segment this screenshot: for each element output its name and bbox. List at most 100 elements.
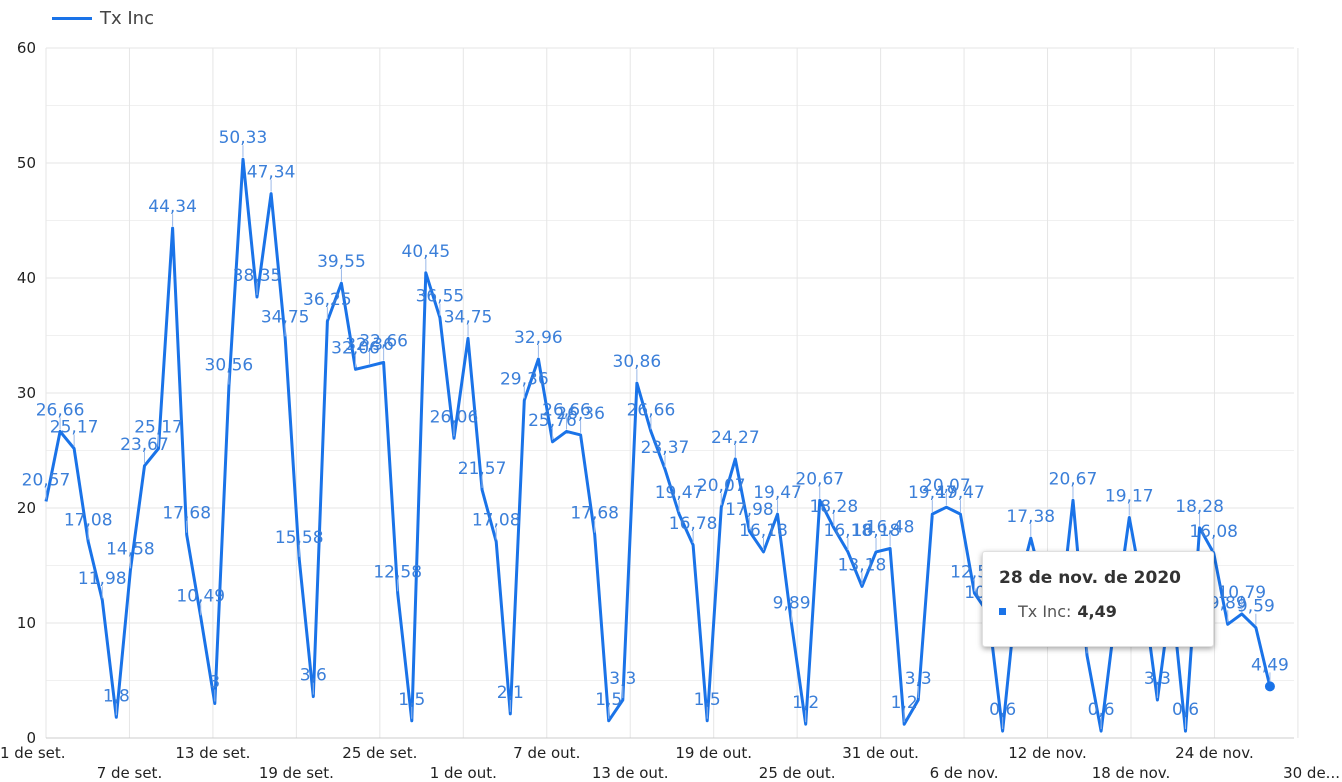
tooltip-value: 4,49 [1077, 602, 1117, 621]
data-label: 16,08 [1189, 522, 1238, 542]
y-tick-label: 20 [17, 499, 36, 517]
data-label: 20,67 [1049, 469, 1098, 489]
x-tick-label: 25 de set. [342, 744, 417, 762]
data-label: 17,68 [570, 504, 619, 524]
data-label: 34,75 [261, 307, 310, 327]
data-label: 23,37 [641, 438, 690, 458]
data-label: 12,58 [373, 562, 422, 582]
y-tick-label: 40 [17, 269, 36, 287]
data-label: 47,34 [247, 163, 296, 183]
data-label: 23,67 [120, 435, 169, 455]
data-label: 32,06 [331, 338, 380, 358]
data-label: 25,76 [528, 411, 577, 431]
data-label: 1,2 [891, 693, 918, 713]
data-label: 4,49 [1251, 655, 1289, 675]
data-label: 44,34 [148, 197, 197, 217]
data-label: 2,1 [497, 683, 524, 703]
data-label: 0,6 [1172, 700, 1199, 720]
data-label: 3 [209, 673, 220, 693]
data-label: 32,66 [359, 331, 408, 351]
data-label: 13,18 [838, 555, 887, 575]
data-label: 17,08 [64, 511, 113, 531]
data-label: 1,5 [694, 690, 721, 710]
data-label: 26,66 [627, 400, 676, 420]
data-label: 19,47 [936, 483, 985, 503]
x-tick-label: 7 de set. [97, 764, 163, 782]
x-tick-label: 18 de nov. [1092, 764, 1171, 782]
data-label: 25,17 [134, 418, 183, 438]
tooltip-row: Tx Inc: 4,49 [999, 602, 1197, 621]
data-label: 50,33 [219, 128, 268, 148]
x-tick-label: 12 de nov. [1008, 744, 1087, 762]
data-label: 10,49 [176, 586, 225, 606]
x-tick-label: 1 de set. [0, 744, 66, 762]
data-label: 3,3 [905, 669, 932, 689]
data-label: 19,47 [908, 483, 957, 503]
data-label: 25,17 [50, 418, 99, 438]
data-label: 26,66 [36, 400, 85, 420]
x-tick-label: 24 de nov. [1175, 744, 1254, 762]
data-label: 20,07 [922, 476, 971, 496]
data-label: 9,59 [1237, 597, 1275, 617]
tooltip-series-swatch [999, 608, 1006, 615]
data-label: 14,58 [106, 539, 155, 559]
data-label: 1,2 [792, 693, 819, 713]
data-label: 3,6 [300, 666, 327, 686]
data-label: 19,47 [655, 483, 704, 503]
data-label: 36,25 [303, 290, 352, 310]
data-label: 1,8 [103, 686, 130, 706]
data-label: 21,57 [458, 459, 507, 479]
x-tick-label: 19 de set. [259, 764, 334, 782]
legend: Tx Inc [52, 8, 154, 29]
data-label: 3,3 [609, 669, 636, 689]
x-tick-label: 13 de set. [175, 744, 250, 762]
data-label: 15,58 [275, 528, 324, 548]
data-label: 20,07 [697, 476, 746, 496]
data-label: 30,86 [613, 352, 662, 372]
data-label: 20,67 [795, 469, 844, 489]
x-tick-label: 13 de out. [592, 764, 669, 782]
data-label: 1,5 [595, 690, 622, 710]
data-label: 40,45 [402, 242, 451, 262]
data-label: 17,38 [1006, 507, 1055, 527]
x-tick-label: 31 de out. [842, 744, 919, 762]
data-label: 26,36 [556, 404, 605, 424]
x-tick-label: 6 de nov. [930, 764, 999, 782]
y-tick-label: 0 [26, 729, 36, 747]
legend-line-swatch [52, 17, 92, 20]
data-label: 9,89 [1209, 593, 1247, 613]
data-label: 9,89 [773, 593, 811, 613]
data-label: 26,06 [430, 407, 479, 427]
x-tick-label: 1 de out. [430, 764, 497, 782]
data-label: 32,36 [345, 335, 394, 355]
data-label: 16,18 [824, 521, 873, 541]
data-label: 30,56 [205, 356, 254, 376]
data-label: 17,98 [725, 500, 774, 520]
data-label: 39,55 [317, 252, 366, 272]
data-label: 34,75 [444, 307, 493, 327]
x-tick-label: 19 de out. [675, 744, 752, 762]
data-label: 18,28 [1175, 497, 1224, 517]
data-label: 11,98 [78, 569, 127, 589]
y-tick-label: 30 [17, 384, 36, 402]
x-tick-label: 30 de... [1283, 764, 1340, 782]
x-tick-label: 7 de out. [513, 744, 580, 762]
data-label: 24,27 [711, 428, 760, 448]
tooltip-series-label: Tx Inc: [1018, 602, 1072, 621]
data-label: 0,6 [989, 700, 1016, 720]
y-tick-label: 10 [17, 614, 36, 632]
data-label: 3,3 [1144, 669, 1171, 689]
legend-label: Tx Inc [100, 8, 154, 29]
data-label: 16,18 [852, 521, 901, 541]
data-label: 18,28 [809, 497, 858, 517]
data-label: 17,68 [162, 504, 211, 524]
highlighted-point [1264, 681, 1275, 692]
tooltip-title: 28 de nov. de 2020 [999, 568, 1181, 588]
data-label: 10,79 [1217, 583, 1266, 603]
data-label: 0,6 [1088, 700, 1115, 720]
data-label: 26,66 [542, 400, 591, 420]
y-tick-label: 60 [17, 39, 36, 57]
data-label: 32,96 [514, 328, 563, 348]
y-tick-label: 50 [17, 154, 36, 172]
